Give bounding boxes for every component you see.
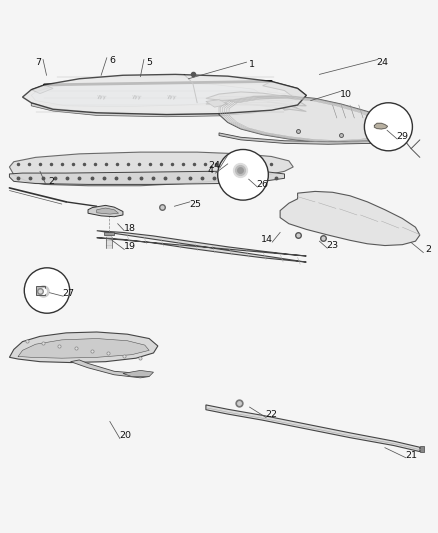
Text: 25: 25	[189, 200, 201, 209]
Polygon shape	[374, 123, 388, 129]
Text: 20: 20	[119, 431, 131, 440]
Circle shape	[218, 149, 268, 200]
Polygon shape	[206, 92, 306, 111]
Text: 21: 21	[405, 450, 417, 459]
Text: 23: 23	[326, 241, 339, 250]
Polygon shape	[18, 338, 149, 358]
Text: yyy: yyy	[132, 94, 142, 100]
Text: yyy: yyy	[166, 94, 177, 100]
Polygon shape	[280, 105, 297, 110]
Text: 6: 6	[109, 56, 115, 65]
Text: yyy: yyy	[97, 94, 107, 100]
Text: 1: 1	[249, 60, 255, 69]
Polygon shape	[104, 231, 114, 235]
Text: 5: 5	[146, 58, 152, 67]
Polygon shape	[263, 82, 306, 105]
Text: 14: 14	[261, 235, 273, 244]
Text: 10: 10	[339, 90, 352, 99]
Polygon shape	[219, 95, 394, 143]
Polygon shape	[97, 208, 119, 214]
Text: 4: 4	[207, 166, 213, 175]
Polygon shape	[31, 103, 263, 117]
Text: 7: 7	[35, 58, 41, 67]
Polygon shape	[31, 85, 53, 94]
Text: 19: 19	[124, 243, 135, 252]
Circle shape	[364, 103, 413, 151]
Polygon shape	[123, 370, 153, 376]
Text: 2: 2	[48, 177, 54, 186]
Polygon shape	[97, 231, 306, 262]
Text: 2: 2	[426, 245, 431, 254]
FancyBboxPatch shape	[36, 286, 45, 295]
Polygon shape	[88, 205, 123, 217]
Polygon shape	[280, 191, 420, 246]
Text: 29: 29	[396, 132, 408, 141]
Polygon shape	[219, 133, 394, 144]
Text: 24: 24	[377, 58, 389, 67]
Text: 27: 27	[62, 289, 74, 298]
Polygon shape	[31, 82, 263, 107]
Text: 24: 24	[208, 161, 221, 169]
Polygon shape	[420, 446, 424, 451]
Circle shape	[24, 268, 70, 313]
Text: 18: 18	[124, 223, 135, 232]
Text: 26: 26	[257, 180, 268, 189]
Polygon shape	[10, 152, 293, 185]
Polygon shape	[10, 332, 158, 362]
Polygon shape	[10, 171, 285, 184]
Polygon shape	[71, 360, 149, 378]
Polygon shape	[22, 75, 306, 115]
Polygon shape	[206, 100, 228, 107]
Text: 22: 22	[265, 410, 277, 419]
Polygon shape	[206, 405, 420, 451]
